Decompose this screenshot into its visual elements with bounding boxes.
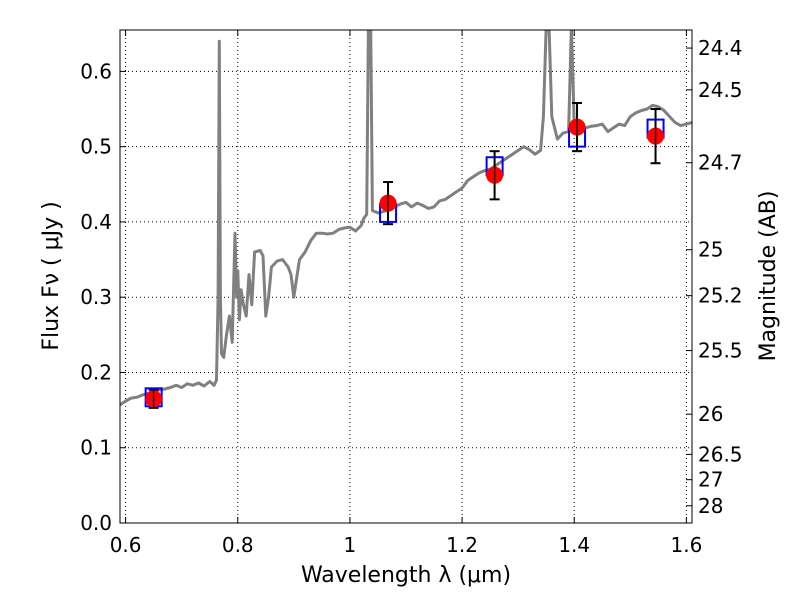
magnitude-tick-label: 26	[698, 402, 723, 426]
spectrum-layer	[120, 30, 692, 407]
magnitude-tick-label: 25	[698, 238, 723, 262]
y-tick-label: 0.3	[80, 285, 112, 309]
magnitude-tick-label: 25.5	[698, 339, 743, 363]
x-tick-label: 0.8	[222, 533, 254, 557]
x-tick-label: 1.4	[558, 533, 590, 557]
x-tick-label: 1.6	[670, 533, 702, 557]
y-tick-label: 0.6	[80, 59, 112, 83]
axes-layer: 0.6 0.8 1 1.2 1.4 1.6 0.0 0.1 0.2 0.3 0.4 0.5 0.6 24.…	[80, 30, 743, 557]
x-axis-label: Wavelength λ (μm)	[301, 563, 511, 588]
x-tick-label: 1.2	[446, 533, 478, 557]
magnitude-tick-label: 25.2	[698, 284, 743, 308]
magnitude-tick-label: 24.4	[698, 36, 743, 60]
points-layer	[144, 102, 665, 409]
y-tick-label: 0.4	[80, 210, 112, 234]
magnitude-tick-label: 24.5	[698, 78, 743, 102]
y-tick-label: 0.5	[80, 135, 112, 159]
x-tick-label: 0.6	[110, 533, 142, 557]
y-tick-label: 0.0	[80, 511, 112, 535]
y-tick-label: 0.1	[80, 436, 112, 460]
y-tick-label: 0.2	[80, 360, 112, 384]
x-tick-label: 1	[344, 533, 357, 557]
magnitude-tick-label: 26.5	[698, 442, 743, 466]
plot-frame	[119, 29, 693, 524]
spectrum-line	[120, 30, 692, 407]
grid-layer	[120, 30, 692, 524]
y-axis-label: Flux Fν ( μJy )	[39, 201, 64, 350]
magnitude-tick-label: 28	[698, 494, 723, 518]
magnitude-tick-label: 27	[698, 468, 723, 492]
magnitude-axis-label: Magnitude (AB)	[756, 191, 781, 362]
magnitude-tick-label: 24.7	[698, 151, 743, 175]
